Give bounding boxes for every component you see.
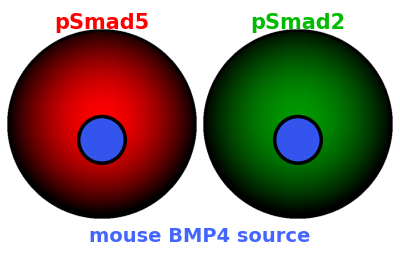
Text: mouse BMP4 source: mouse BMP4 source	[89, 227, 311, 246]
Circle shape	[275, 117, 321, 163]
Circle shape	[79, 117, 125, 163]
Text: pSmad2: pSmad2	[250, 13, 346, 33]
Text: pSmad5: pSmad5	[54, 13, 150, 33]
